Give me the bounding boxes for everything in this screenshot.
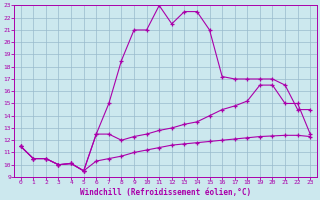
X-axis label: Windchill (Refroidissement éolien,°C): Windchill (Refroidissement éolien,°C) bbox=[80, 188, 251, 197]
